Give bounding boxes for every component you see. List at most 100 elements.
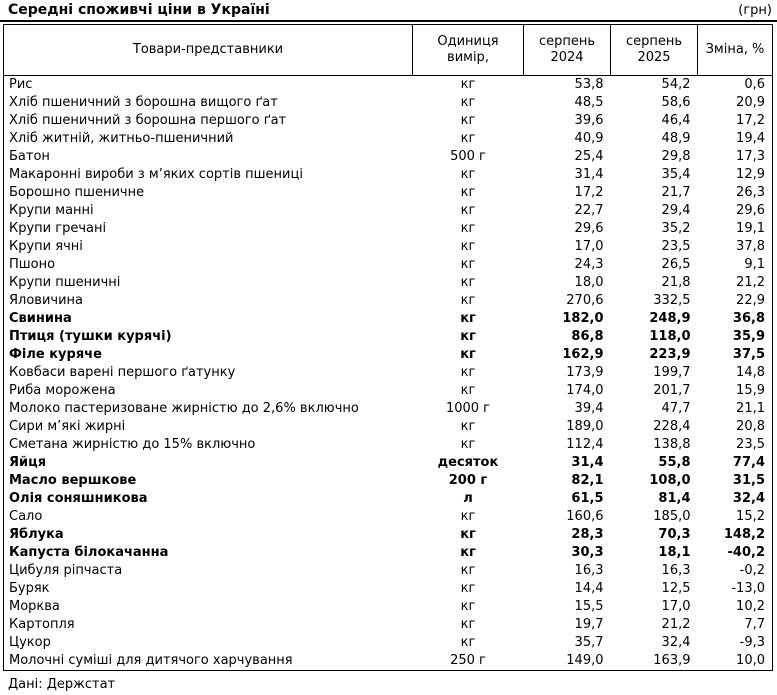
price-2025-cell: 228,4	[653, 419, 691, 434]
change-cell: 31,5	[732, 473, 765, 488]
col-header-products-label: Товари-представники	[132, 42, 284, 57]
table-row: Олія соняшникова л 61,5 81,4 32,4	[4, 490, 773, 508]
price-2024-cell: 31,4	[571, 455, 604, 470]
table-row: Картопля кг 19,7 21,2 7,7	[4, 616, 773, 634]
price-2025-cell: 29,8	[661, 149, 691, 164]
product-cell: Сири м’які жирні	[9, 419, 126, 434]
header-row: Товари-представники Одиниця вимір, серпе…	[3, 24, 773, 76]
unit-cell: кг	[460, 203, 476, 218]
product-cell: Капуста білокачанна	[9, 545, 169, 560]
product-cell: Свинина	[9, 311, 72, 326]
col-header-aug-2024: серпень 2024	[523, 24, 611, 76]
change-cell: 37,8	[736, 239, 765, 254]
unit-cell: кг	[460, 599, 476, 614]
price-2025-cell: 55,8	[658, 455, 691, 470]
unit-cell: 500 г	[450, 149, 486, 164]
price-2025-cell: 21,7	[661, 185, 691, 200]
col-header-aug-2025-label: серпень 2025	[625, 34, 683, 65]
unit-cell: кг	[460, 239, 476, 254]
page-title: Середні споживчі ціни в Україні	[8, 2, 270, 18]
change-cell: 10,2	[736, 599, 765, 614]
price-2024-cell: 48,5	[574, 95, 604, 110]
table-row: Капуста білокачанна кг 30,3 18,1 -40,2	[4, 544, 773, 562]
unit-cell: кг	[460, 383, 476, 398]
title-bar: Середні споживчі ціни в Україні (грн)	[0, 0, 777, 22]
table-row: Цибуля ріпчаста кг 16,3 16,3 -0,2	[4, 562, 773, 580]
table-row: Макаронні вироби з м’яких сортів пшениці…	[4, 166, 773, 184]
price-2025-cell: 185,0	[653, 509, 691, 524]
price-2025-cell: 35,2	[661, 221, 691, 236]
price-2025-cell: 21,2	[661, 617, 691, 632]
product-cell: Морква	[9, 599, 60, 614]
table-row: Крупи манні кг 22,7 29,4 29,6	[4, 202, 773, 220]
price-2024-cell: 31,4	[574, 167, 604, 182]
price-2024-cell: 162,9	[562, 347, 604, 362]
product-cell: Цибуля ріпчаста	[9, 563, 123, 578]
price-2025-cell: 138,8	[653, 437, 691, 452]
unit-cell: кг	[460, 293, 476, 308]
price-2024-cell: 53,8	[574, 77, 604, 92]
table-row: Хліб пшеничний з борошна першого ґат кг 39…	[4, 112, 773, 130]
table-row: Свинина кг 182,0 248,9 36,8	[4, 310, 773, 328]
unit-cell: кг	[460, 437, 476, 452]
table-row: Молоко пастеризоване жирністю до 2,6% вк…	[4, 400, 773, 418]
change-cell: 14,8	[736, 365, 765, 380]
unit-cell: 200 г	[448, 473, 488, 488]
change-cell: 148,2	[723, 527, 765, 542]
price-2024-cell: 19,7	[574, 617, 604, 632]
change-cell: 20,9	[736, 95, 765, 110]
price-2024-cell: 149,0	[566, 653, 604, 668]
price-2025-cell: 48,9	[661, 131, 691, 146]
price-2025-cell: 248,9	[649, 311, 691, 326]
table-row: Яйця десяток 31,4 55,8 77,4	[4, 454, 773, 472]
product-cell: Яйця	[9, 455, 47, 470]
change-cell: 26,3	[736, 185, 765, 200]
price-2025-cell: 201,7	[653, 383, 691, 398]
change-cell: 29,6	[736, 203, 765, 218]
product-cell: Крупи пшеничні	[9, 275, 121, 290]
price-2025-cell: 12,5	[661, 581, 691, 596]
price-2024-cell: 17,0	[574, 239, 604, 254]
table-row: Птиця (тушки курячі) кг 86,8 118,0 35,9	[4, 328, 773, 346]
col-header-change-label: Зміна, %	[705, 42, 765, 57]
price-2024-cell: 61,5	[571, 491, 604, 506]
col-header-unit: Одиниця вимір,	[412, 24, 524, 76]
product-cell: Хліб пшеничний з борошна першого ґат	[9, 113, 287, 128]
change-cell: 19,1	[736, 221, 765, 236]
change-cell: 10,0	[736, 653, 765, 668]
product-cell: Молочні суміші для дитячого харчування	[9, 653, 293, 668]
product-cell: Масло вершкове	[9, 473, 137, 488]
price-2025-cell: 16,3	[661, 563, 691, 578]
product-cell: Філе куряче	[9, 347, 102, 362]
change-cell: 35,9	[732, 329, 765, 344]
product-cell: Борошно пшеничне	[9, 185, 145, 200]
change-cell: 17,2	[736, 113, 765, 128]
price-2025-cell: 23,5	[661, 239, 691, 254]
table-row: Молочні суміші для дитячого харчування 25…	[4, 652, 773, 671]
currency-note: (грн)	[738, 3, 772, 18]
price-2024-cell: 28,3	[571, 527, 604, 542]
product-cell: Риба морожена	[9, 383, 116, 398]
price-2025-cell: 163,9	[653, 653, 691, 668]
price-2025-cell: 54,2	[661, 77, 691, 92]
unit-cell: кг	[460, 617, 476, 632]
change-cell: 12,9	[736, 167, 765, 182]
unit-cell: кг	[460, 329, 476, 344]
price-2024-cell: 24,3	[574, 257, 604, 272]
product-cell: Хліб житній, житньо-пшеничний	[9, 131, 234, 146]
change-cell: 9,1	[744, 257, 765, 272]
change-cell: 21,2	[736, 275, 765, 290]
product-cell: Ковбаси варені першого ґатунку	[9, 365, 236, 380]
table-body: Рис кг 53,8 54,2 0,6 Хліб пшеничний з борошна…	[4, 76, 773, 671]
price-2024-cell: 14,4	[574, 581, 604, 596]
price-2024-cell: 18,0	[574, 275, 604, 290]
source-note: Дані: Держстат	[8, 677, 116, 692]
price-2025-cell: 21,8	[661, 275, 691, 290]
product-cell: Цукор	[9, 635, 51, 650]
change-cell: 23,5	[736, 437, 765, 452]
price-2025-cell: 18,1	[658, 545, 691, 560]
unit-cell: кг	[460, 167, 476, 182]
price-2024-cell: 25,4	[574, 149, 604, 164]
price-2025-cell: 26,5	[661, 257, 691, 272]
table-row: Яловичина кг 270,6 332,5 22,9	[4, 292, 773, 310]
